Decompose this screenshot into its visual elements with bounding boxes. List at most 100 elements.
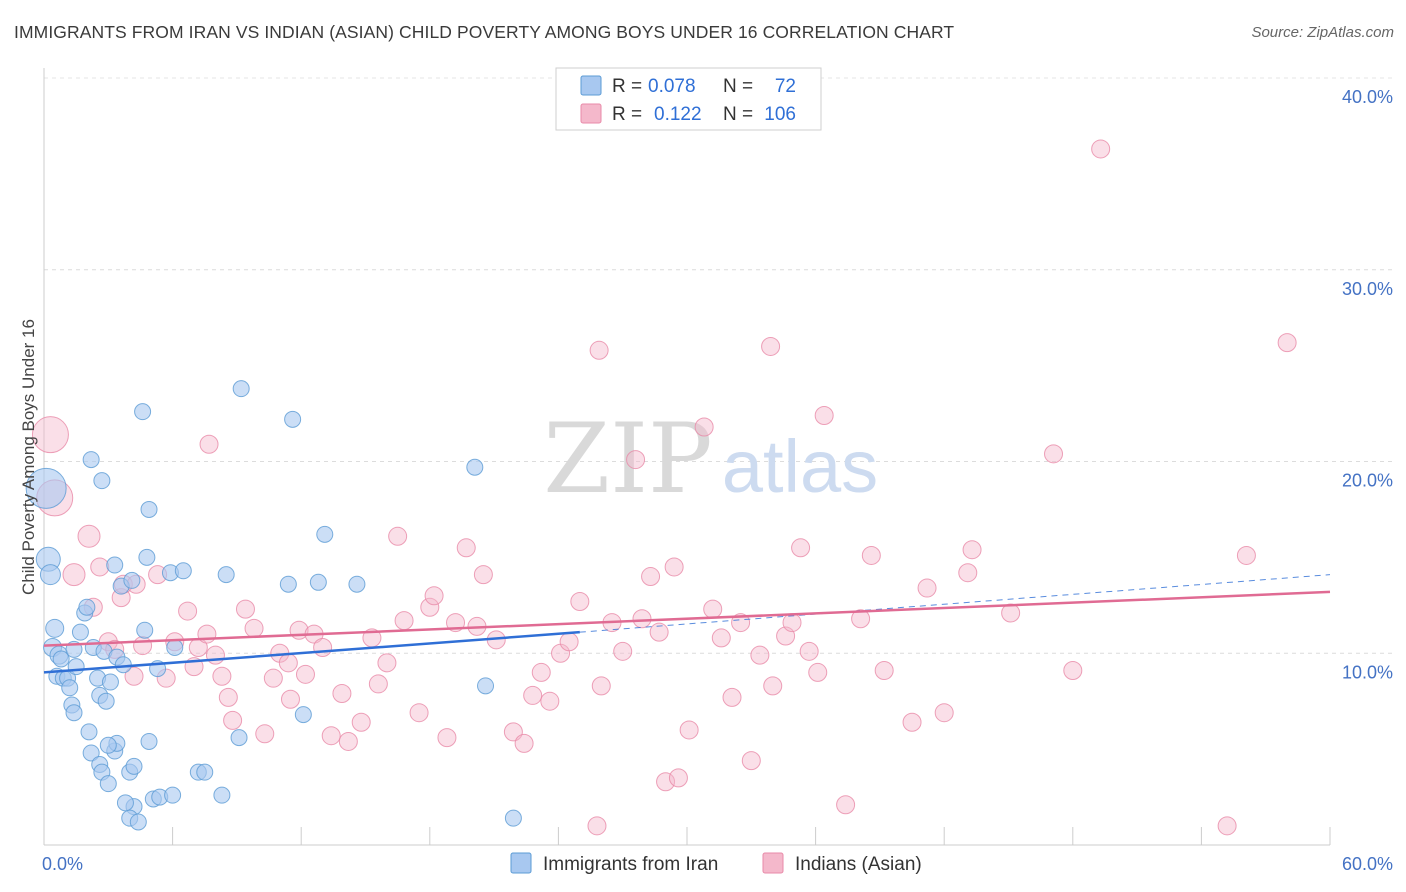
y-tick-label: 20.0% xyxy=(1342,471,1393,491)
bottom-legend-label-indian: Indians (Asian) xyxy=(795,854,922,875)
data-point xyxy=(424,586,444,606)
data-point xyxy=(39,564,61,586)
data-point xyxy=(587,816,607,836)
data-point xyxy=(814,405,834,425)
data-point xyxy=(409,703,429,723)
bottom-legend-label-iran: Immigrants from Iran xyxy=(543,854,718,875)
data-point xyxy=(213,786,231,804)
data-point xyxy=(649,622,669,642)
data-point xyxy=(917,578,937,598)
data-point xyxy=(99,775,117,793)
data-point xyxy=(244,618,264,638)
data-point xyxy=(456,538,476,558)
data-point xyxy=(694,417,714,437)
chart-title: IMMIGRANTS FROM IRAN VS INDIAN (ASIAN) C… xyxy=(14,22,955,42)
data-point xyxy=(309,573,327,591)
data-point xyxy=(133,636,153,656)
data-point xyxy=(559,632,579,652)
data-point xyxy=(278,653,298,673)
data-point xyxy=(750,645,770,665)
data-point xyxy=(284,410,302,428)
data-point xyxy=(711,628,731,648)
series-indians-points xyxy=(31,139,1297,836)
data-point xyxy=(1217,816,1237,836)
bottom-legend-swatch-iran xyxy=(510,852,532,874)
data-point xyxy=(138,548,156,566)
data-point xyxy=(205,645,225,665)
data-point xyxy=(140,500,158,518)
data-point xyxy=(1277,333,1297,353)
data-point xyxy=(31,416,69,454)
trend-lines xyxy=(43,574,1331,674)
data-point xyxy=(134,403,152,421)
data-point xyxy=(958,563,978,583)
data-point xyxy=(82,744,100,762)
data-point xyxy=(531,662,551,682)
data-point xyxy=(368,674,388,694)
data-point xyxy=(316,525,334,543)
trend-line-iran-extension xyxy=(579,574,1331,633)
data-point xyxy=(166,638,184,656)
data-point xyxy=(741,751,761,771)
data-point xyxy=(212,666,232,686)
bottom-legend-swatch-indian xyxy=(762,852,784,874)
data-point xyxy=(218,687,238,707)
data-point xyxy=(763,676,783,696)
data-point xyxy=(280,689,300,709)
data-point xyxy=(570,591,590,611)
legend-n-value: 106 xyxy=(764,104,796,125)
data-point xyxy=(71,623,89,641)
data-point xyxy=(106,556,124,574)
legend-n-label: N = xyxy=(723,76,753,97)
data-point xyxy=(799,641,819,661)
watermark-atlas: atlas xyxy=(722,425,878,508)
data-point xyxy=(178,601,198,621)
data-point xyxy=(25,467,67,509)
watermark: ZIP atlas xyxy=(543,403,878,515)
data-point xyxy=(78,598,96,616)
y-axis-label: Child Poverty Among Boys Under 16 xyxy=(19,319,38,595)
data-point xyxy=(197,624,217,644)
x-tick-label: 60.0% xyxy=(1342,854,1393,874)
data-point xyxy=(62,563,86,587)
data-point xyxy=(613,641,633,661)
data-point xyxy=(962,540,982,560)
data-point xyxy=(164,786,182,804)
data-point xyxy=(235,599,255,619)
data-point xyxy=(861,545,881,565)
data-point xyxy=(1236,545,1256,565)
data-point xyxy=(626,450,646,470)
data-point xyxy=(124,666,144,686)
data-point xyxy=(65,704,83,722)
data-point xyxy=(351,712,371,732)
data-point xyxy=(125,757,143,775)
data-point xyxy=(703,599,723,619)
data-point xyxy=(473,565,493,585)
data-point xyxy=(45,618,65,638)
data-point xyxy=(523,685,543,705)
y-tick-label: 10.0% xyxy=(1342,662,1393,682)
source-label: Source: ZipAtlas.com xyxy=(1251,24,1394,41)
data-point xyxy=(477,677,495,695)
legend-r-value: 0.078 xyxy=(648,76,696,97)
trend-line-iran xyxy=(43,630,580,674)
legend-r-label: R = xyxy=(612,104,642,125)
data-point xyxy=(77,524,101,548)
data-point xyxy=(791,538,811,558)
data-point xyxy=(230,729,248,747)
data-point xyxy=(761,336,781,356)
data-point xyxy=(514,733,534,753)
data-point xyxy=(1091,139,1111,159)
data-point xyxy=(679,720,699,740)
data-point xyxy=(140,732,158,750)
data-point xyxy=(332,684,352,704)
data-point xyxy=(61,679,79,697)
data-point xyxy=(294,706,312,724)
data-point xyxy=(902,712,922,732)
data-point xyxy=(934,703,954,723)
y-tick-label: 40.0% xyxy=(1342,87,1393,107)
data-point xyxy=(1063,661,1083,681)
data-point xyxy=(199,434,219,454)
data-point xyxy=(338,731,358,751)
data-point xyxy=(540,691,560,711)
